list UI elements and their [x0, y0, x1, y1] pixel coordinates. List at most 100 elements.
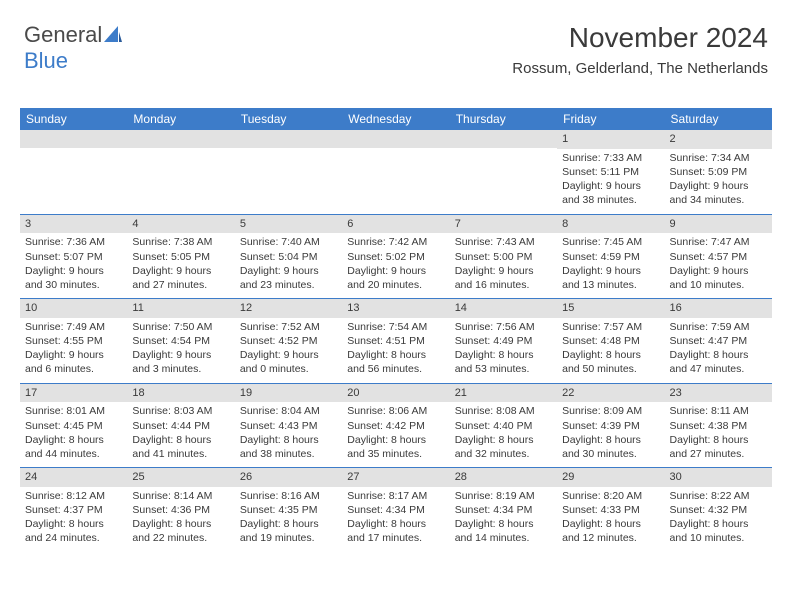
sunrise-text: Sunrise: 8:11 AM: [670, 404, 767, 418]
sunrise-text: Sunrise: 7:33 AM: [562, 151, 659, 165]
daylight-text: Daylight: 9 hours and 20 minutes.: [347, 264, 444, 292]
sunrise-text: Sunrise: 7:57 AM: [562, 320, 659, 334]
week-row: 10Sunrise: 7:49 AMSunset: 4:55 PMDayligh…: [20, 298, 772, 383]
sunset-text: Sunset: 4:38 PM: [670, 419, 767, 433]
sunset-text: Sunset: 4:59 PM: [562, 250, 659, 264]
day-cell: 6Sunrise: 7:42 AMSunset: 5:02 PMDaylight…: [342, 215, 449, 299]
sunrise-text: Sunrise: 8:08 AM: [455, 404, 552, 418]
day-number: 29: [557, 468, 664, 487]
sunrise-text: Sunrise: 7:34 AM: [670, 151, 767, 165]
day-body: Sunrise: 8:06 AMSunset: 4:42 PMDaylight:…: [342, 402, 449, 467]
sunset-text: Sunset: 5:00 PM: [455, 250, 552, 264]
sunrise-text: Sunrise: 8:01 AM: [25, 404, 122, 418]
day-body: Sunrise: 7:57 AMSunset: 4:48 PMDaylight:…: [557, 318, 664, 383]
sunset-text: Sunset: 5:04 PM: [240, 250, 337, 264]
daylight-text: Daylight: 9 hours and 23 minutes.: [240, 264, 337, 292]
day-number: 13: [342, 299, 449, 318]
sunset-text: Sunset: 4:32 PM: [670, 503, 767, 517]
day-number: [127, 130, 234, 148]
week-row: 24Sunrise: 8:12 AMSunset: 4:37 PMDayligh…: [20, 467, 772, 552]
day-body: Sunrise: 7:33 AMSunset: 5:11 PMDaylight:…: [557, 149, 664, 214]
sunset-text: Sunset: 4:36 PM: [132, 503, 229, 517]
daylight-text: Daylight: 8 hours and 35 minutes.: [347, 433, 444, 461]
daylight-text: Daylight: 8 hours and 56 minutes.: [347, 348, 444, 376]
sunset-text: Sunset: 5:11 PM: [562, 165, 659, 179]
day-cell: 9Sunrise: 7:47 AMSunset: 4:57 PMDaylight…: [665, 215, 772, 299]
sunset-text: Sunset: 4:35 PM: [240, 503, 337, 517]
week-row: 1Sunrise: 7:33 AMSunset: 5:11 PMDaylight…: [20, 130, 772, 214]
daylight-text: Daylight: 9 hours and 34 minutes.: [670, 179, 767, 207]
day-number: [235, 130, 342, 148]
daylight-text: Daylight: 8 hours and 22 minutes.: [132, 517, 229, 545]
day-cell: [20, 130, 127, 214]
daylight-text: Daylight: 9 hours and 13 minutes.: [562, 264, 659, 292]
sunset-text: Sunset: 5:05 PM: [132, 250, 229, 264]
sunrise-text: Sunrise: 7:36 AM: [25, 235, 122, 249]
day-number: 4: [127, 215, 234, 234]
sunset-text: Sunset: 4:55 PM: [25, 334, 122, 348]
sunrise-text: Sunrise: 7:43 AM: [455, 235, 552, 249]
day-body: Sunrise: 8:11 AMSunset: 4:38 PMDaylight:…: [665, 402, 772, 467]
sunrise-text: Sunrise: 8:09 AM: [562, 404, 659, 418]
day-body: Sunrise: 8:03 AMSunset: 4:44 PMDaylight:…: [127, 402, 234, 467]
daylight-text: Daylight: 8 hours and 47 minutes.: [670, 348, 767, 376]
day-body: Sunrise: 8:22 AMSunset: 4:32 PMDaylight:…: [665, 487, 772, 552]
day-number: 12: [235, 299, 342, 318]
sunrise-text: Sunrise: 7:40 AM: [240, 235, 337, 249]
day-number: 9: [665, 215, 772, 234]
day-number: [342, 130, 449, 148]
day-cell: 12Sunrise: 7:52 AMSunset: 4:52 PMDayligh…: [235, 299, 342, 383]
sunset-text: Sunset: 4:48 PM: [562, 334, 659, 348]
day-cell: 14Sunrise: 7:56 AMSunset: 4:49 PMDayligh…: [450, 299, 557, 383]
sunrise-text: Sunrise: 7:56 AM: [455, 320, 552, 334]
day-header-row: Sunday Monday Tuesday Wednesday Thursday…: [20, 108, 772, 130]
logo-text-2: Blue: [24, 48, 68, 73]
sunset-text: Sunset: 4:40 PM: [455, 419, 552, 433]
sunset-text: Sunset: 4:45 PM: [25, 419, 122, 433]
logo: General Blue: [24, 22, 122, 74]
day-cell: 5Sunrise: 7:40 AMSunset: 5:04 PMDaylight…: [235, 215, 342, 299]
day-number: 5: [235, 215, 342, 234]
week-row: 17Sunrise: 8:01 AMSunset: 4:45 PMDayligh…: [20, 383, 772, 468]
day-body: Sunrise: 7:40 AMSunset: 5:04 PMDaylight:…: [235, 233, 342, 298]
day-number: 23: [665, 384, 772, 403]
day-cell: 13Sunrise: 7:54 AMSunset: 4:51 PMDayligh…: [342, 299, 449, 383]
daylight-text: Daylight: 8 hours and 12 minutes.: [562, 517, 659, 545]
day-number: 2: [665, 130, 772, 149]
day-cell: [450, 130, 557, 214]
day-cell: 15Sunrise: 7:57 AMSunset: 4:48 PMDayligh…: [557, 299, 664, 383]
daylight-text: Daylight: 8 hours and 10 minutes.: [670, 517, 767, 545]
sunset-text: Sunset: 4:49 PM: [455, 334, 552, 348]
day-number: 11: [127, 299, 234, 318]
day-header-thursday: Thursday: [450, 108, 557, 130]
day-cell: 30Sunrise: 8:22 AMSunset: 4:32 PMDayligh…: [665, 468, 772, 552]
day-number: 8: [557, 215, 664, 234]
day-header-wednesday: Wednesday: [342, 108, 449, 130]
sunset-text: Sunset: 4:44 PM: [132, 419, 229, 433]
daylight-text: Daylight: 8 hours and 38 minutes.: [240, 433, 337, 461]
sunset-text: Sunset: 4:34 PM: [455, 503, 552, 517]
daylight-text: Daylight: 8 hours and 24 minutes.: [25, 517, 122, 545]
daylight-text: Daylight: 9 hours and 10 minutes.: [670, 264, 767, 292]
day-cell: 8Sunrise: 7:45 AMSunset: 4:59 PMDaylight…: [557, 215, 664, 299]
day-number: 6: [342, 215, 449, 234]
day-cell: 4Sunrise: 7:38 AMSunset: 5:05 PMDaylight…: [127, 215, 234, 299]
sunrise-text: Sunrise: 8:12 AM: [25, 489, 122, 503]
daylight-text: Daylight: 8 hours and 44 minutes.: [25, 433, 122, 461]
day-cell: 3Sunrise: 7:36 AMSunset: 5:07 PMDaylight…: [20, 215, 127, 299]
sunrise-text: Sunrise: 8:03 AM: [132, 404, 229, 418]
sunset-text: Sunset: 4:39 PM: [562, 419, 659, 433]
day-number: 1: [557, 130, 664, 149]
sunrise-text: Sunrise: 8:16 AM: [240, 489, 337, 503]
day-number: 3: [20, 215, 127, 234]
day-cell: [127, 130, 234, 214]
day-header-monday: Monday: [127, 108, 234, 130]
day-body: Sunrise: 8:04 AMSunset: 4:43 PMDaylight:…: [235, 402, 342, 467]
day-body: Sunrise: 7:59 AMSunset: 4:47 PMDaylight:…: [665, 318, 772, 383]
day-header-friday: Friday: [557, 108, 664, 130]
day-body: Sunrise: 8:08 AMSunset: 4:40 PMDaylight:…: [450, 402, 557, 467]
day-cell: 26Sunrise: 8:16 AMSunset: 4:35 PMDayligh…: [235, 468, 342, 552]
day-cell: 23Sunrise: 8:11 AMSunset: 4:38 PMDayligh…: [665, 384, 772, 468]
day-cell: 7Sunrise: 7:43 AMSunset: 5:00 PMDaylight…: [450, 215, 557, 299]
day-number: 16: [665, 299, 772, 318]
